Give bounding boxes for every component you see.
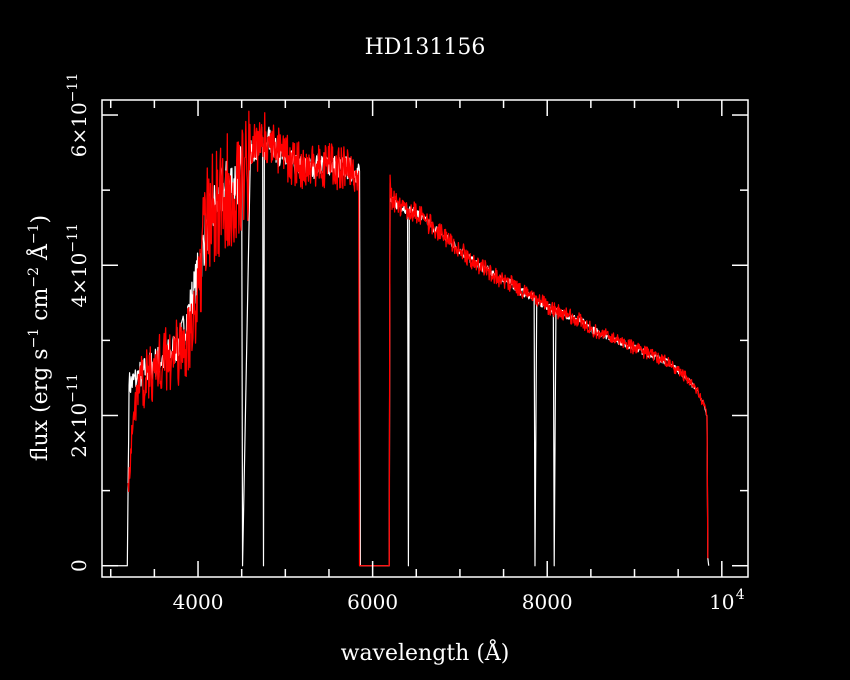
- y-tick-label-exponent: −11: [65, 223, 81, 253]
- y-tick-label: 0: [67, 559, 91, 572]
- x-tick-label: 8000: [522, 590, 573, 614]
- y-tick-label: 6×10−11: [65, 73, 91, 157]
- y-tick-label: 2×10−11: [65, 373, 91, 457]
- series-layer: [110, 110, 710, 567]
- y-axis-label-base: flux (erg s: [28, 348, 53, 461]
- y-tick-label-mantissa: 6×10: [67, 102, 91, 157]
- y-tick-label-mantissa: 0: [67, 559, 91, 572]
- x-tick-labels: 4000 6000 8000 10 4: [173, 587, 745, 614]
- y-axis-label-exp3: −1: [26, 223, 42, 244]
- x-axis-label: wavelength (Å): [341, 638, 510, 666]
- y-tick-label: 4×10−11: [65, 223, 91, 307]
- x-tick-label: 6000: [347, 590, 398, 614]
- x-tick-label-exponent: 4: [736, 587, 745, 603]
- x-tick-label: 10: [709, 590, 734, 614]
- y-tick-labels: 02×10−114×10−116×10−11: [65, 73, 91, 572]
- y-axis-label-exp2: −2: [26, 267, 42, 288]
- chart-title: HD131156: [365, 35, 486, 60]
- series-observed-line: [127, 110, 709, 567]
- y-axis-label: flux (erg s−1 cm−2 Å−1): [25, 215, 53, 461]
- y-tick-label-mantissa: 4×10: [67, 253, 91, 308]
- y-axis-label-mid: cm: [28, 287, 53, 327]
- plot-frame: [101, 99, 749, 578]
- y-tick-label-exponent: −11: [65, 73, 81, 103]
- y-axis-label-exp1: −1: [26, 328, 42, 349]
- y-tick-label-mantissa: 2×10: [67, 403, 91, 458]
- y-axis-label-unit: Å: [25, 243, 53, 267]
- x-tick-label: 4000: [173, 590, 224, 614]
- y-axis-label-close: ): [28, 215, 53, 224]
- tick-marks: [102, 100, 748, 577]
- y-tick-label-exponent: −11: [65, 373, 81, 403]
